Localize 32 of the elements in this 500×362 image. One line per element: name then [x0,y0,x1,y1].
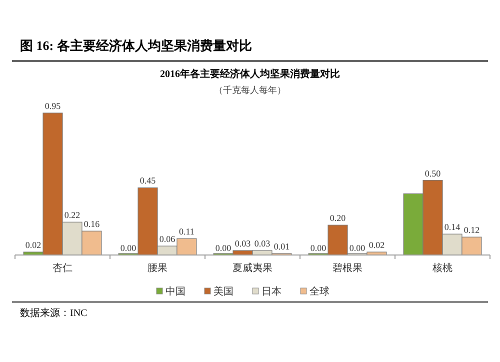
caption: 图 16: 各主要经济体人均坚果消费量对比 [20,38,252,53]
x-tick-label: 夏威夷果 [232,262,272,274]
x-tick-label: 碧根果 [332,262,362,274]
data-label: 0.03 [254,238,271,249]
legend-label: 日本 [262,286,282,298]
data-label: 0.12 [464,225,480,236]
data-label: 0.01 [274,242,290,252]
data-label: 0.06 [159,234,176,244]
data-label: 0.00 [120,243,137,253]
data-label: 0.02 [25,240,42,250]
data-label: 0.95 [44,101,62,111]
data-label: 0.00 [310,243,327,253]
data-label: 0.45 [140,176,156,186]
data-label: 0.50 [424,168,442,178]
legend-label: 美国 [214,286,234,298]
x-tick-label: 腰果 [148,263,168,274]
data-label: 0.00 [349,243,366,253]
data-label: 0.14 [444,222,461,232]
data-label: 0.03 [234,238,252,249]
chart-title: 2016年各主要经济体人均坚果消费量对比 [160,68,340,80]
legend-label: 全球 [310,286,330,298]
x-tick-label: 杏仁 [52,262,72,274]
data-label: 0.00 [215,243,232,253]
source-note: 数据来源：INC [20,307,88,319]
data-label: 0.16 [84,219,100,230]
data-label: 0.02 [368,240,385,250]
data-label: 0.20 [330,213,346,224]
legend-label: 中国 [166,286,186,298]
x-tick-label: 核桃 [432,262,452,274]
data-label: 0.22 [64,210,80,220]
data-label: 0.11 [179,226,194,237]
chart-subtitle: （千克每人每年） [214,85,286,95]
